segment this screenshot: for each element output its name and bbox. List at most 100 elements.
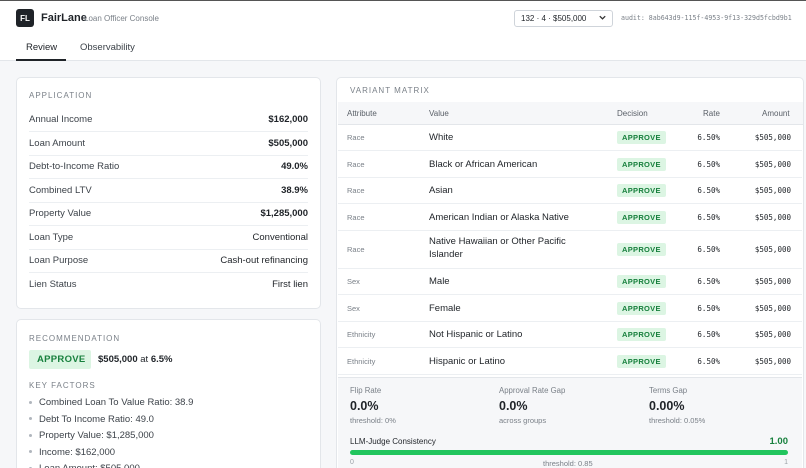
column-header-attribute: Attribute [347, 109, 377, 118]
recommendation-terms: $505,000 at 6.5% [98, 354, 173, 365]
variant-amount: $505,000 [754, 356, 791, 366]
variant-rate: 6.50% [697, 245, 720, 254]
application-row-value: 38.9% [281, 184, 308, 196]
application-row-label: Lien Status [29, 278, 77, 290]
recommendation-at: at [140, 354, 149, 365]
application-row-value: Conventional [252, 231, 308, 243]
recommendation-title: RECOMMENDATION [29, 334, 121, 343]
recommendation-amount: $505,000 [98, 354, 138, 365]
bullet-icon [29, 417, 32, 421]
key-factor-item: Debt To Income Ratio: 49.0 [29, 414, 154, 425]
flip-rate-value: 0.0% [350, 399, 379, 413]
variant-rate: 6.50% [697, 303, 720, 313]
application-row-label: Annual Income [29, 114, 93, 125]
application-row: Combined LTV 38.9% [29, 179, 308, 203]
variant-value: Black or African American [429, 158, 538, 170]
recommendation-rate: 6.5% [150, 354, 173, 365]
variant-row: Race Black or African American APPROVE 6.50… [338, 151, 802, 178]
key-factor-item: Loan Amount: $505,000 [29, 463, 140, 468]
llm-judge-threshold: threshold: 0.85 [543, 459, 593, 468]
application-row-value: $1,285,000 [260, 208, 308, 219]
variant-rate: 6.50% [697, 186, 720, 195]
variant-decision-badge: APPROVE [617, 157, 666, 171]
application-row: Loan Amount $505,000 [29, 132, 308, 156]
app-logo: FL [16, 9, 34, 27]
fairness-metrics-panel: Flip Rate 0.0% threshold: 0% Approval Ra… [338, 377, 802, 468]
application-row-value: $162,000 [268, 114, 308, 125]
approval-rate-gap-metric: Approval Rate Gap 0.0% across groups [499, 386, 565, 425]
variant-amount: $505,000 [754, 132, 791, 142]
variant-rate: 6.50% [697, 277, 720, 286]
recommendation-decision-badge: APPROVE [29, 350, 91, 369]
key-factor-text: Combined Loan To Value Ratio: 38.9 [39, 397, 194, 408]
application-row-value: $505,000 [268, 137, 308, 149]
application-row: Loan Type Conventional [29, 226, 308, 250]
variant-attribute: Race [347, 186, 365, 195]
application-row: Loan Purpose Cash-out refinancing [29, 249, 308, 273]
key-factor-item: Income: $162,000 [29, 447, 115, 458]
llm-judge-progress-bar [350, 450, 788, 455]
selector-value: 132 · 4 · $505,000 [521, 14, 587, 23]
variant-amount: $505,000 [754, 330, 791, 339]
variant-attribute: Ethnicity [347, 330, 376, 339]
active-tab-indicator [16, 59, 66, 61]
variant-attribute: Race [347, 212, 365, 222]
variant-row: Race White APPROVE 6.50% $505,000 [338, 124, 802, 151]
variant-amount: $505,000 [754, 245, 791, 254]
variant-value: Not Hispanic or Latino [429, 329, 523, 340]
key-factor-text: Debt To Income Ratio: 49.0 [39, 413, 154, 425]
llm-judge-scale-max: 1 [784, 459, 788, 466]
variant-value: Male [429, 276, 450, 287]
application-selector[interactable]: 132 · 4 · $505,000 [514, 10, 613, 27]
window-top-border [0, 0, 806, 1]
chevron-down-icon [598, 13, 607, 24]
variant-amount: $505,000 [754, 303, 791, 313]
column-header-rate: Rate [703, 109, 720, 118]
bullet-icon [29, 466, 32, 468]
application-row-label: Combined LTV [29, 184, 92, 196]
key-factor-text: Income: $162,000 [39, 446, 116, 458]
variant-rate: 6.50% [697, 212, 720, 222]
tab-review[interactable]: Review [26, 42, 58, 53]
application-card: APPLICATION Annual Income $162,000 Loan Am… [16, 77, 321, 309]
variant-value: Native Hawaiian or Other Pacific Islande… [429, 236, 566, 260]
llm-judge-value: 1.00 [769, 436, 789, 447]
column-header-amount: Amount [762, 109, 790, 118]
application-row-label: Property Value [29, 208, 92, 219]
terms-gap-threshold: threshold: 0.05% [649, 416, 706, 425]
variant-row: Race American Indian or Alaska Native APPR… [338, 204, 802, 231]
variant-decision-badge: APPROVE [617, 184, 666, 197]
variant-row: Race Native Hawaiian or Other Pacific Isl… [338, 231, 802, 269]
application-row: Annual Income $162,000 [29, 108, 308, 132]
variant-decision-badge: APPROVE [617, 275, 666, 288]
application-row-label: Loan Amount [29, 137, 85, 149]
variant-attribute: Race [347, 159, 365, 169]
recommendation-card: RECOMMENDATION APPROVE $505,000 at 6.5% … [16, 319, 321, 468]
flip-rate-metric: Flip Rate 0.0% threshold: 0% [350, 386, 396, 425]
application-title: APPLICATION [29, 91, 93, 100]
variant-amount: $505,000 [754, 159, 791, 169]
variant-row: Sex Female APPROVE 6.50% $505,000 [338, 295, 802, 322]
llm-judge-progress-fill [350, 450, 788, 455]
application-row-value: First lien [272, 278, 308, 290]
bullet-icon [29, 400, 32, 404]
key-factor-text: Property Value: $1,285,000 [39, 430, 154, 441]
application-row-label: Loan Purpose [29, 255, 89, 266]
llm-judge-scale-min: 0 [350, 459, 354, 466]
bullet-icon [29, 433, 32, 437]
app-header: FL FairLane Loan Officer Console 132 · 4… [0, 1, 806, 61]
application-row: Debt-to-Income Ratio 49.0% [29, 155, 308, 179]
variant-value: Asian [429, 185, 453, 196]
column-header-decision: Decision [617, 109, 648, 118]
flip-rate-label: Flip Rate [350, 386, 382, 395]
key-factor-item: Combined Loan To Value Ratio: 38.9 [29, 397, 193, 408]
variant-rate: 6.50% [697, 159, 720, 169]
tab-observability[interactable]: Observability [80, 42, 135, 53]
bullet-icon [29, 450, 32, 454]
variant-value: American Indian or Alaska Native [429, 211, 569, 223]
application-row-label: Loan Type [29, 231, 74, 243]
application-row-value: Cash-out refinancing [220, 255, 308, 266]
variant-row: Ethnicity Not Hispanic or Latino APPROVE 6.… [338, 322, 802, 348]
approval-rate-gap-value: 0.0% [499, 399, 528, 413]
variant-value: White [429, 131, 454, 143]
